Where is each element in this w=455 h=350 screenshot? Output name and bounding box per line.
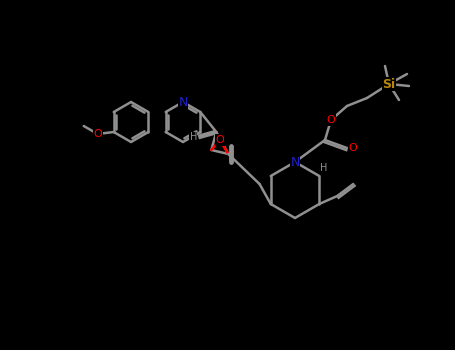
Text: Si: Si bbox=[383, 77, 395, 91]
Text: O: O bbox=[93, 129, 102, 139]
Text: N: N bbox=[178, 96, 187, 108]
Text: N: N bbox=[290, 155, 300, 168]
Text: H: H bbox=[190, 132, 197, 142]
Text: H: H bbox=[319, 163, 327, 173]
Text: O: O bbox=[216, 135, 224, 145]
Text: O: O bbox=[349, 143, 357, 153]
Text: O: O bbox=[327, 115, 335, 125]
